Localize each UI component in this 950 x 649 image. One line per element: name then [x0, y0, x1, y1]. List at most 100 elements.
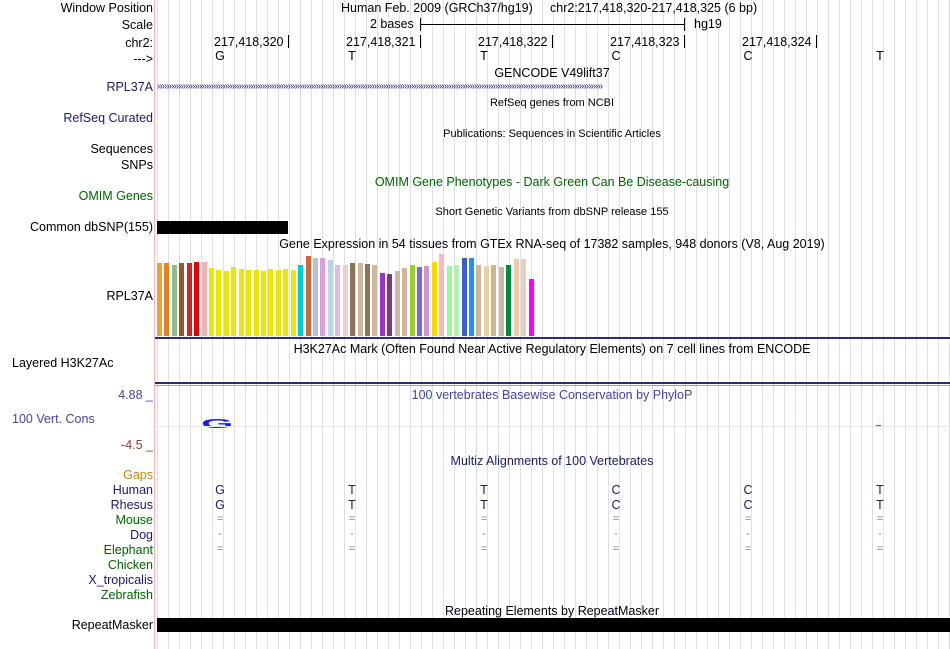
reference-base: C: [743, 49, 753, 63]
species-label[interactable]: Mouse: [115, 513, 153, 527]
gtex-tissue-bar[interactable]: [298, 265, 304, 336]
repeat-label[interactable]: RepeatMasker: [71, 618, 153, 632]
gtex-tissue-bar[interactable]: [305, 256, 311, 336]
phylop-logo-glyph: G: [201, 416, 234, 431]
gtex-tissue-bar[interactable]: [186, 263, 192, 336]
multiz-title[interactable]: Multiz Alignments of 100 Vertebrates: [450, 454, 654, 468]
gtex-tissue-bar[interactable]: [387, 274, 393, 336]
grid-line: [938, 0, 939, 649]
grid-line: [927, 0, 928, 649]
coordinate-tick: [816, 35, 817, 48]
gtex-tissue-bar[interactable]: [238, 269, 244, 336]
sequences-label[interactable]: Sequences: [90, 142, 153, 156]
gtex-tissue-bar[interactable]: [157, 263, 162, 336]
alignment-base: C: [611, 498, 621, 512]
alignment-base: C: [611, 483, 621, 497]
gtex-tissue-bar[interactable]: [164, 263, 170, 336]
dbsnp-variant-bar[interactable]: [157, 221, 288, 234]
gtex-tissue-bar[interactable]: [246, 270, 252, 336]
grid-line: [663, 0, 664, 649]
gtex-tissue-bar[interactable]: [446, 266, 452, 336]
refseq-label[interactable]: RefSeq Curated: [63, 111, 153, 125]
gtex-bar-chart[interactable]: [155, 252, 535, 336]
species-label[interactable]: Elephant: [103, 543, 153, 557]
species-label[interactable]: X_tropicalis: [88, 573, 153, 587]
gtex-tissue-bar[interactable]: [357, 263, 363, 336]
gtex-tissue-bar[interactable]: [483, 266, 489, 336]
gtex-tissue-bar[interactable]: [216, 270, 222, 336]
coordinate-label: 217,418,322: [478, 35, 548, 49]
gtex-tissue-bar[interactable]: [194, 262, 200, 336]
publications-title[interactable]: Publications: Sequences in Scientific Ar…: [443, 128, 661, 140]
gtex-tissue-bar[interactable]: [350, 263, 356, 336]
species-label[interactable]: Dog: [130, 528, 153, 542]
phylop-title[interactable]: 100 vertebrates Basewise Conservation by…: [411, 388, 693, 402]
gtex-tissue-bar[interactable]: [231, 267, 237, 336]
gtex-tissue-bar[interactable]: [461, 258, 467, 336]
gtex-tissue-bar[interactable]: [409, 265, 415, 336]
species-label[interactable]: Human: [112, 483, 153, 497]
chrom-label: chr2:: [125, 36, 153, 50]
gtex-tissue-bar[interactable]: [372, 265, 378, 336]
repeat-element-bar[interactable]: [157, 618, 950, 632]
gtex-tissue-bar[interactable]: [431, 262, 437, 336]
h3k27ac-title[interactable]: H3K27Ac Mark (Often Found Near Active Re…: [293, 342, 811, 356]
gtex-tissue-bar[interactable]: [327, 260, 333, 336]
gtex-tissue-bar[interactable]: [335, 265, 341, 336]
snps-label[interactable]: SNPs: [121, 158, 153, 172]
gtex-tissue-bar[interactable]: [513, 259, 519, 336]
gtex-tissue-bar[interactable]: [491, 265, 497, 336]
alignment-base: -: [614, 528, 618, 540]
gtex-tissue-bar[interactable]: [179, 263, 185, 336]
gtex-tissue-bar[interactable]: [498, 267, 504, 336]
alignment-base: -: [218, 528, 222, 540]
species-label[interactable]: Chicken: [107, 558, 153, 572]
phylop-label[interactable]: 100 Vert. Cons: [12, 412, 95, 426]
species-label[interactable]: Rhesus: [110, 498, 153, 512]
gtex-tissue-bar[interactable]: [521, 259, 527, 336]
gtex-tissue-bar[interactable]: [506, 265, 512, 336]
gtex-tissue-bar[interactable]: [476, 265, 482, 336]
gtex-tissue-bar[interactable]: [394, 271, 400, 336]
gtex-tissue-bar[interactable]: [454, 265, 460, 336]
gtex-tissue-bar[interactable]: [171, 265, 177, 336]
gtex-tissue-bar[interactable]: [469, 258, 475, 336]
dbsnp-label[interactable]: Common dbSNP(155): [30, 220, 153, 234]
gtex-tissue-bar[interactable]: [313, 258, 319, 336]
gtex-tissue-bar[interactable]: [402, 268, 408, 336]
gtex-gene-label[interactable]: RPL37A: [106, 289, 153, 303]
gtex-tissue-bar[interactable]: [424, 266, 430, 336]
dbsnp-title[interactable]: Short Genetic Variants from dbSNP releas…: [435, 206, 669, 218]
coordinate-label: 217,418,324: [742, 35, 812, 49]
gtex-tissue-bar[interactable]: [261, 271, 267, 336]
gtex-tissue-bar[interactable]: [528, 279, 534, 336]
gtex-tissue-bar[interactable]: [253, 270, 259, 336]
position-text[interactable]: chr2:217,418,320-217,418,325 (6 bp): [550, 1, 758, 15]
refseq-title[interactable]: RefSeq genes from NCBI: [489, 97, 615, 109]
gencode-gene-label[interactable]: RPL37A: [106, 80, 153, 94]
gtex-tissue-bar[interactable]: [379, 273, 385, 336]
species-label[interactable]: Zebrafish: [100, 588, 153, 602]
gtex-tissue-bar[interactable]: [439, 254, 445, 336]
gtex-tissue-bar[interactable]: [290, 270, 296, 336]
gencode-gene-body[interactable]: ››››››››››››››››››››››››››››››››››››››››…: [157, 81, 603, 92]
grid-line: [685, 0, 686, 649]
gtex-tissue-bar[interactable]: [268, 269, 274, 336]
gtex-tissue-bar[interactable]: [417, 267, 423, 336]
gtex-tissue-bar[interactable]: [275, 270, 281, 336]
gtex-tissue-bar[interactable]: [342, 265, 348, 336]
repeat-title[interactable]: Repeating Elements by RepeatMasker: [444, 604, 660, 618]
gtex-tissue-bar[interactable]: [209, 268, 214, 336]
gaps-label[interactable]: Gaps: [123, 468, 153, 482]
gencode-title[interactable]: GENCODE V49lift37: [494, 66, 610, 80]
omim-label[interactable]: OMIM Genes: [78, 189, 153, 203]
omim-title[interactable]: OMIM Gene Phenotypes - Dark Green Can Be…: [374, 175, 730, 189]
gtex-tissue-bar[interactable]: [283, 269, 289, 336]
alignment-base: =: [348, 543, 356, 555]
gtex-tissue-bar[interactable]: [320, 258, 326, 336]
gtex-tissue-bar[interactable]: [365, 264, 371, 336]
gtex-title[interactable]: Gene Expression in 54 tissues from GTEx …: [279, 237, 825, 251]
gtex-tissue-bar[interactable]: [223, 271, 229, 336]
h3k27ac-label[interactable]: Layered H3K27Ac: [12, 356, 114, 370]
gtex-tissue-bar[interactable]: [201, 262, 207, 336]
